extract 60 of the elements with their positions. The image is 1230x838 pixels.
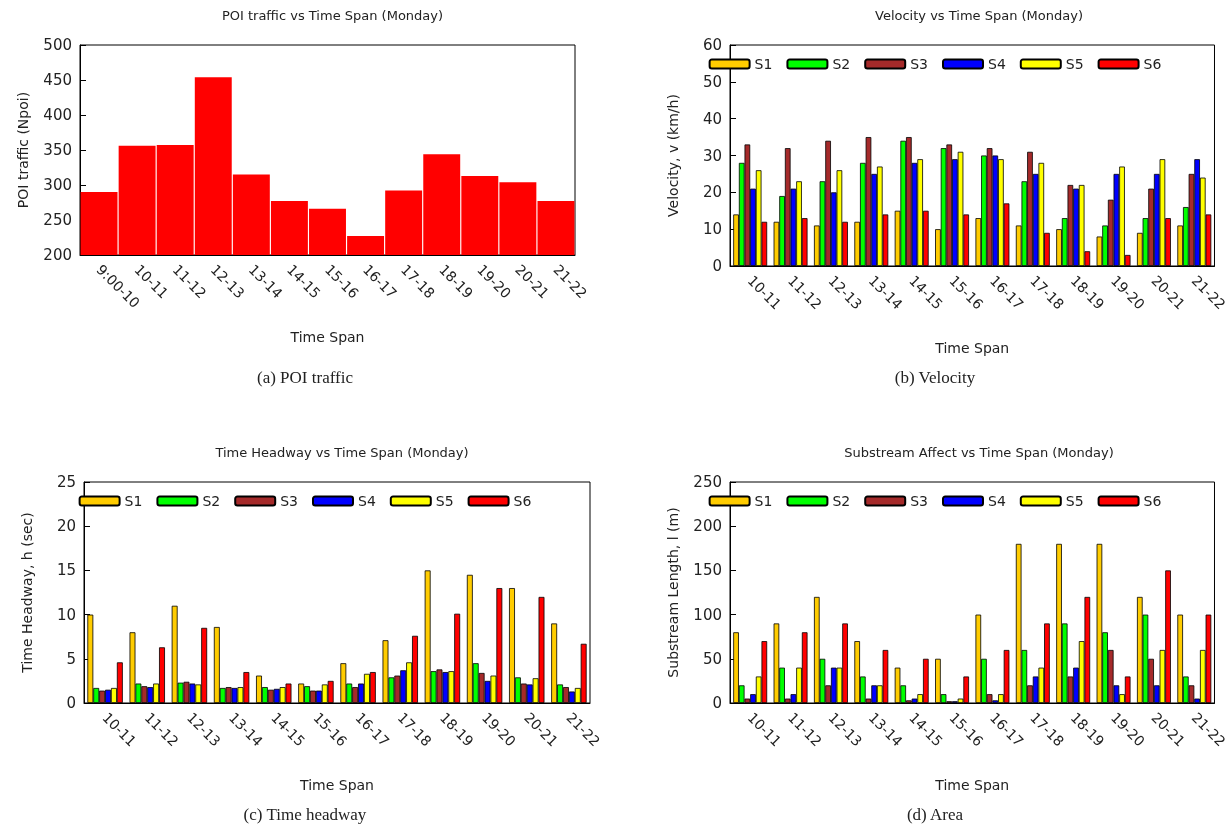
y-tick-label: 0 [712,694,722,712]
text: (a) POI traffic [256,368,354,388]
y-tick-label: 5 [66,649,76,668]
legend-label: S2 [202,493,221,509]
legend-label: S1 [754,56,773,72]
legend-label: S1 [124,493,143,509]
y-tick-label: 50 [702,649,722,668]
legend-label: S1 [754,493,773,509]
chart-title: Substream Affect vs Time Span (Monday) [844,445,1114,460]
legend-label: S6 [513,493,532,509]
y-tick-label: 200 [693,517,722,536]
y-tick-label: 25 [56,473,76,491]
y-tick-label: 0 [66,694,76,712]
x-axis-title: Time Span [299,777,374,793]
y-tick-label: 60 [702,36,722,54]
y-tick-label: 250 [43,211,72,229]
y-tick-label: 450 [43,71,72,89]
text: (c) Time headway [242,805,368,825]
y-tick-label: 200 [43,246,72,264]
y-tick-label: 150 [693,561,722,580]
y-axis-title: Substream Length, l (m) [665,507,681,678]
chart-title: Velocity vs Time Span (Monday) [875,8,1083,23]
text: (b) Velocity [893,368,977,388]
y-axis-title: Time Headway, h (sec) [19,512,35,674]
y-tick-label: 100 [693,605,722,624]
legend-label: S6 [1143,56,1162,72]
legend-label: S4 [358,493,376,509]
y-tick-label: 350 [43,141,72,159]
legend-label: S2 [832,493,851,509]
legend-label: S5 [1065,493,1084,509]
y-tick-label: 500 [43,36,72,54]
legend-label: S4 [988,56,1006,72]
y-tick-label: 300 [43,176,72,194]
y-tick-label: 10 [56,605,76,624]
x-axis-title: Time Span [934,340,1010,356]
x-axis-title: Time Span [934,777,1010,793]
y-axis-title: POI traffic (Npoi) [15,91,31,209]
legend-label: S6 [1143,493,1162,509]
y-tick-label: 30 [702,146,722,165]
chart-title: Time Headway vs Time Span (Monday) [214,445,469,460]
y-tick-label: 20 [702,183,722,202]
chart-title: POI traffic vs Time Span (Monday) [221,8,444,23]
x-axis-title: Time Span [289,329,365,345]
legend-label: S3 [280,493,298,509]
legend-label: S5 [435,493,454,509]
legend-label: S4 [988,493,1006,509]
y-tick-label: 50 [702,72,722,91]
legend-label: S5 [1065,56,1084,72]
y-tick-label: 10 [702,220,722,239]
legend-label: S2 [832,56,851,72]
y-tick-label: 40 [702,109,722,128]
y-tick-label: 15 [56,561,76,580]
y-tick-label: 400 [43,106,72,124]
y-tick-label: 20 [56,517,76,536]
legend-label: S3 [910,493,928,509]
text: (d) Area [905,805,965,825]
y-axis-title: Velocity, v (km/h) [665,94,681,217]
y-tick-label: 0 [712,257,722,275]
legend-label: S3 [910,56,928,72]
y-tick-label: 250 [693,473,722,491]
